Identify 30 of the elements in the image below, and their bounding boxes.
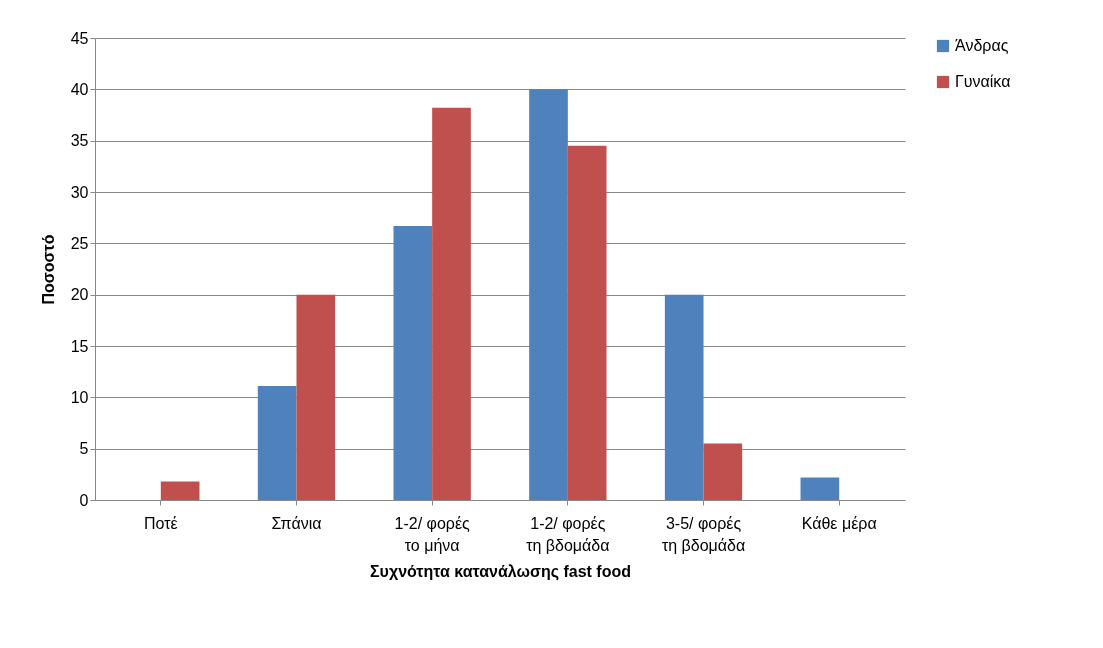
bar: [257, 386, 297, 500]
x-tick-label: 3-5/ φορές τη βδομάδα: [661, 514, 746, 554]
y-axis-title: Ποσοστό: [39, 234, 57, 305]
bar: [160, 481, 200, 500]
bar: [664, 294, 704, 500]
y-tick-label: 0: [79, 491, 89, 509]
y-tick-label: 35: [70, 132, 89, 150]
bar: [296, 294, 336, 500]
y-tick-label: 15: [70, 337, 89, 355]
y-tick-label: 30: [70, 183, 89, 201]
bar: [567, 145, 607, 500]
y-tick-label: 25: [70, 234, 89, 252]
x-tick-label: Σπάνια: [271, 514, 322, 532]
x-tick-label: Κάθε μέρα: [801, 514, 877, 532]
x-tick-label: Ποτέ: [143, 514, 178, 532]
bar: [432, 107, 471, 500]
legend-label: Γυναίκα: [955, 73, 1011, 90]
legend-label: Άνδρας: [955, 37, 1009, 54]
x-tick-label: 1-2/ φορές τη βδομάδα: [526, 514, 610, 554]
y-tick-label: 20: [70, 286, 89, 304]
bar: [529, 89, 568, 500]
bar: [703, 443, 743, 500]
bar: [800, 477, 840, 500]
x-tick-label: 1-2/ φορές το μήνα: [394, 514, 471, 554]
y-tick-label: 10: [70, 388, 89, 406]
y-tick-label: 40: [70, 80, 89, 98]
y-tick-label: 45: [70, 29, 89, 47]
bar: [393, 225, 433, 500]
x-axis-title: Συχνότητα κατανάλωσης fast food: [370, 562, 631, 581]
y-tick-label: 5: [79, 440, 89, 458]
